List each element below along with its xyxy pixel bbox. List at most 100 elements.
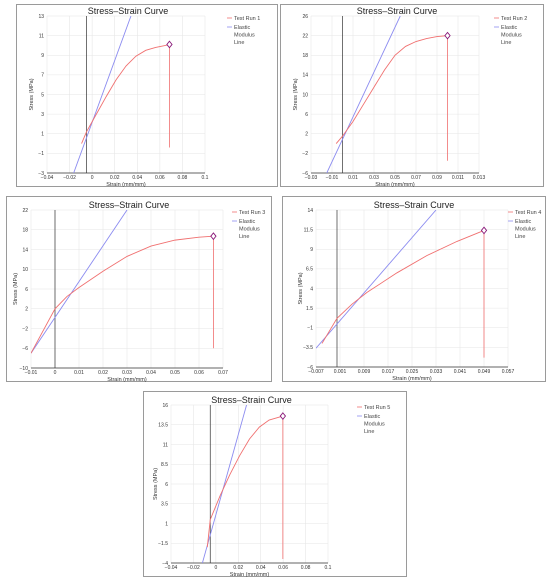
chart-title: Stress–Strain Curve (357, 6, 438, 16)
x-tick-label: 0.06 (155, 175, 165, 181)
y-tick-label: 13.5 (158, 423, 168, 429)
chart-svg-3: −0.01 0 0.01 0.02 0.03 0.04 0.05 0.06 0.07 22 18 14… (13, 200, 265, 383)
y-tick-label: 18 (22, 228, 28, 234)
legend-label-test-run: Test Run 5 (364, 405, 390, 411)
y-axis-label: Stress (MPa) (298, 272, 304, 304)
x-tick-label: −0.03 (305, 175, 318, 181)
chart-title: Stress–Strain Curve (211, 395, 292, 405)
y-tick-label: 3 (41, 112, 44, 118)
x-tick-label: 0.04 (256, 565, 266, 571)
y-tick-label: 14 (307, 208, 313, 214)
x-tick-label: 0 (214, 565, 217, 571)
x-axis-label: Strain (mm/mm) (230, 572, 270, 578)
legend-label-elastic-line: Line (234, 40, 244, 46)
y-tick-label: 11.5 (304, 227, 314, 233)
legend-label-elastic-line: Modulus (515, 226, 536, 232)
x-tick-label: 0.057 (502, 369, 515, 375)
y-tick-label: −10 (20, 366, 29, 372)
chart-panel-5: −0.04 −0.02 0 0.02 0.04 0.06 0.08 0.1 16 13.5 11 8.… (143, 391, 407, 578)
chart-svg-1: −0.04 −0.02 0 0.02 0.04 0.06 0.08 0.1 13 11 9 7 5 3 1 −… (29, 6, 260, 188)
y-tick-label: 22 (302, 33, 308, 39)
x-tick-label: 0.07 (218, 370, 228, 376)
y-tick-label: −2 (22, 326, 28, 332)
ultimate-strength-marker (166, 40, 173, 49)
legend-label-test-run: Test Run 2 (501, 16, 527, 22)
y-tick-label: 4 (310, 286, 313, 292)
y-tick-label: −1 (307, 326, 313, 332)
x-tick-label: 0.08 (301, 565, 311, 571)
x-tick-label: 0.03 (369, 175, 379, 181)
chart-svg-2: −0.03 −0.01 0.01 0.03 0.05 0.07 0.09 0.011 0.013… (293, 6, 527, 188)
y-tick-label: −3 (38, 171, 44, 177)
x-tick-label: 0.033 (430, 369, 443, 375)
y-tick-label: −6 (307, 365, 313, 371)
legend-label-elastic-line: Modulus (501, 32, 522, 38)
legend-label-elastic-line: Line (364, 429, 374, 435)
stress-strain-curve (335, 35, 448, 144)
legend-label-elastic-line: Modulus (234, 32, 255, 38)
y-tick-label: 7 (41, 73, 44, 79)
chart-title: Stress–Strain Curve (88, 6, 169, 16)
elastic-modulus-line (73, 16, 132, 173)
y-tick-label: 3.5 (161, 502, 168, 508)
x-axis-label: Strain (mm/mm) (106, 182, 146, 188)
x-tick-label: 0.06 (194, 370, 204, 376)
x-tick-label: −0.02 (187, 565, 200, 571)
x-tick-label: −0.04 (165, 565, 178, 571)
y-tick-label: 11 (39, 33, 44, 39)
y-tick-label: 18 (302, 53, 308, 59)
y-tick-label: 10 (302, 92, 308, 98)
elastic-modulus-line (326, 16, 401, 173)
chart-svg-5: −0.04 −0.02 0 0.02 0.04 0.06 0.08 0.11613.5118.… (153, 395, 390, 578)
legend-label-elastic-line: Line (501, 40, 511, 46)
y-axis-label: Stress (MPa) (293, 78, 299, 110)
legend-label-elastic-line: Elastic (515, 219, 531, 225)
x-tick-label: 0.009 (358, 369, 371, 375)
ultimate-strength-marker (210, 232, 217, 241)
y-axis-label: Stress (MPa) (29, 78, 35, 110)
y-tick-label: 6 (165, 482, 168, 488)
y-tick-label: 9 (41, 53, 44, 59)
stress-strain-curve (31, 235, 214, 354)
x-tick-label: 0.017 (382, 369, 395, 375)
y-tick-label: 13 (38, 14, 44, 20)
x-axis-label: Strain (mm/mm) (107, 377, 147, 383)
chart-title: Stress–Strain Curve (89, 200, 170, 210)
chart-panel-4: −0.007 0.001 0.009 0.017 0.025 0.033 0.041 0.04… (282, 196, 546, 382)
x-tick-label: 0.04 (132, 175, 142, 181)
chart-title: Stress–Strain Curve (374, 200, 455, 210)
x-tick-label: 0.01 (348, 175, 358, 181)
y-tick-label: 10 (22, 267, 28, 273)
x-tick-label: 0.001 (334, 369, 347, 375)
y-tick-label: −6 (22, 346, 28, 352)
x-tick-label: −0.007 (308, 369, 324, 375)
y-tick-label: 6.5 (306, 267, 313, 273)
legend-label-elastic-line: Elastic (364, 414, 380, 420)
y-tick-label: 1.5 (306, 306, 313, 312)
x-tick-label: 0.025 (406, 369, 419, 375)
x-tick-label: 0.05 (170, 370, 180, 376)
elastic-modulus-line (316, 210, 437, 349)
y-tick-label: −4 (162, 561, 168, 567)
y-tick-label: 6 (305, 112, 308, 118)
y-tick-label: −3.5 (303, 345, 313, 351)
y-tick-label: 14 (22, 247, 28, 253)
legend-label-elastic-line: Elastic (501, 25, 517, 31)
elastic-modulus-line (201, 405, 247, 563)
x-tick-label: 0.1 (325, 565, 332, 571)
x-tick-label: 0.07 (411, 175, 421, 181)
y-tick-label: 2 (25, 307, 28, 313)
y-tick-label: 1 (165, 521, 168, 527)
y-tick-label: −1 (38, 151, 44, 157)
x-tick-label: −0.04 (41, 175, 54, 181)
y-tick-label: 11 (163, 442, 168, 448)
y-tick-label: 1 (41, 132, 44, 138)
x-tick-label: 0.08 (178, 175, 188, 181)
x-tick-label: 0.09 (432, 175, 442, 181)
chart-svg-4: −0.007 0.001 0.009 0.017 0.025 0.033 0.041 0.04… (298, 200, 541, 382)
stress-strain-curve (81, 44, 170, 144)
y-tick-label: 8.5 (161, 462, 168, 468)
x-tick-label: 0 (54, 370, 57, 376)
x-tick-label: 0 (91, 175, 94, 181)
x-tick-label: 0.05 (390, 175, 400, 181)
